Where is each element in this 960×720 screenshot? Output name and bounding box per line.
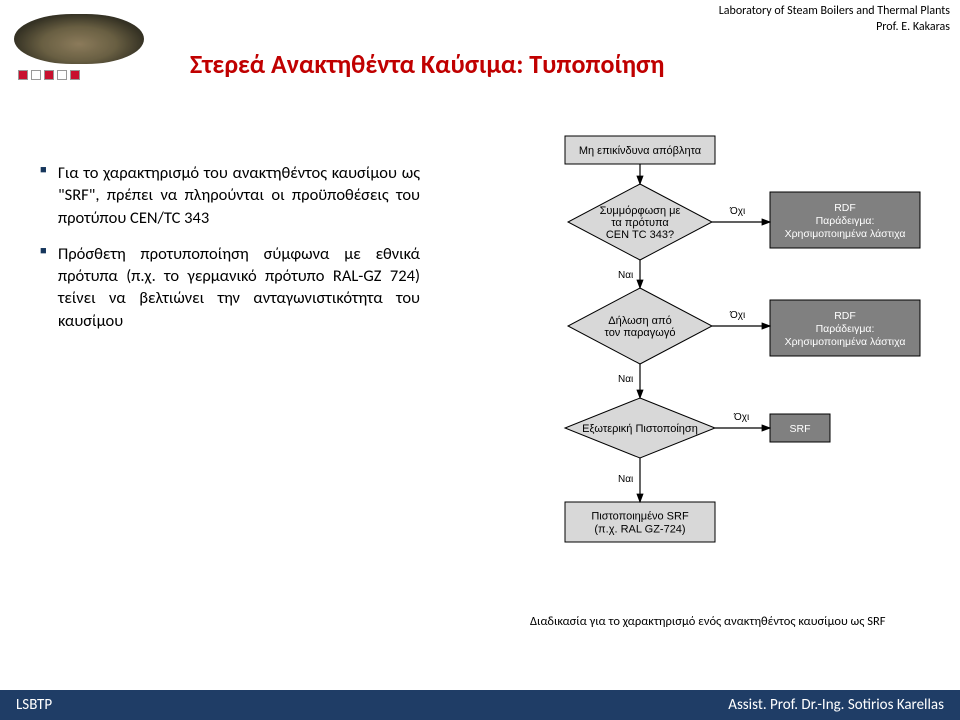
svg-text:RDF: RDF — [834, 202, 856, 214]
footer-bar: LSBTP Assist. Prof. Dr.-Ing. Sotirios Ka… — [0, 690, 960, 720]
svg-text:Ναι: Ναι — [618, 474, 633, 485]
svg-text:RDF: RDF — [834, 310, 856, 322]
footer-left: LSBTP — [16, 696, 52, 714]
bullet-item: Για το χαρακτηρισμό του ανακτηθέντος καυ… — [40, 162, 420, 229]
bullet-item: Πρόσθετη προτυποποίηση σύμφωνα με εθνικά… — [40, 243, 420, 332]
svg-text:Ναι: Ναι — [618, 270, 633, 281]
svg-text:τα πρότυπα: τα πρότυπα — [611, 217, 669, 229]
svg-text:Εξωτερική Πιστοποίηση: Εξωτερική Πιστοποίηση — [582, 423, 698, 435]
svg-text:Παράδειγμα:: Παράδειγμα: — [816, 215, 875, 227]
svg-text:Χρησιμοποιημένα λάστιχα: Χρησιμοποιημένα λάστιχα — [785, 228, 906, 240]
flowchart: Μη επικίνδυνα απόβλητα Συμμόρφωση μετα πρ… — [450, 130, 930, 610]
logo-squares — [18, 66, 83, 85]
flowchart-caption: Διαδικασία για το χαρακτηρισμό ενός ανακ… — [530, 614, 890, 630]
logo-square — [44, 70, 54, 80]
svg-text:Μη επικίνδυνα απόβλητα: Μη επικίνδυνα απόβλητα — [579, 145, 702, 157]
logo-square — [31, 70, 41, 80]
svg-text:Όχι: Όχι — [733, 412, 749, 423]
svg-text:CEN TC 343?: CEN TC 343? — [606, 229, 674, 241]
svg-text:τον παραγωγό: τον παραγωγό — [605, 327, 676, 339]
svg-text:Όχι: Όχι — [729, 310, 745, 321]
svg-text:Συμμόρφωση με: Συμμόρφωση με — [600, 205, 681, 217]
logo-square — [70, 70, 80, 80]
logo-square — [18, 70, 28, 80]
svg-text:SRF: SRF — [790, 423, 811, 435]
svg-text:Χρησιμοποιημένα λάστιχα: Χρησιμοποιημένα λάστιχα — [785, 336, 906, 348]
lab-name: Laboratory of Steam Boilers and Thermal … — [719, 4, 950, 20]
svg-text:Δήλωση από: Δήλωση από — [608, 315, 671, 327]
slide-title: Στερεά Ανακτηθέντα Καύσιμα: Τυποποίηση — [190, 48, 664, 80]
logo-area — [4, 4, 184, 84]
lab-header: Laboratory of Steam Boilers and Thermal … — [719, 4, 950, 35]
bullet-list: Για το χαρακτηρισμό του ανακτηθέντος καυ… — [40, 162, 420, 346]
logo-square — [57, 70, 67, 80]
svg-text:Όχι: Όχι — [729, 206, 745, 217]
svg-text:Ναι: Ναι — [618, 374, 633, 385]
footer-right: Assist. Prof. Dr.-Ing. Sotirios Karellas — [728, 696, 944, 714]
svg-text:Πιστοποιημένο SRF: Πιστοποιημένο SRF — [591, 511, 689, 523]
svg-text:Παράδειγμα:: Παράδειγμα: — [816, 323, 875, 335]
svg-text:(π.χ. RAL GZ-724): (π.χ. RAL GZ-724) — [594, 524, 685, 536]
lab-prof: Prof. E. Kakaras — [719, 20, 950, 36]
logo-pile — [14, 14, 144, 64]
